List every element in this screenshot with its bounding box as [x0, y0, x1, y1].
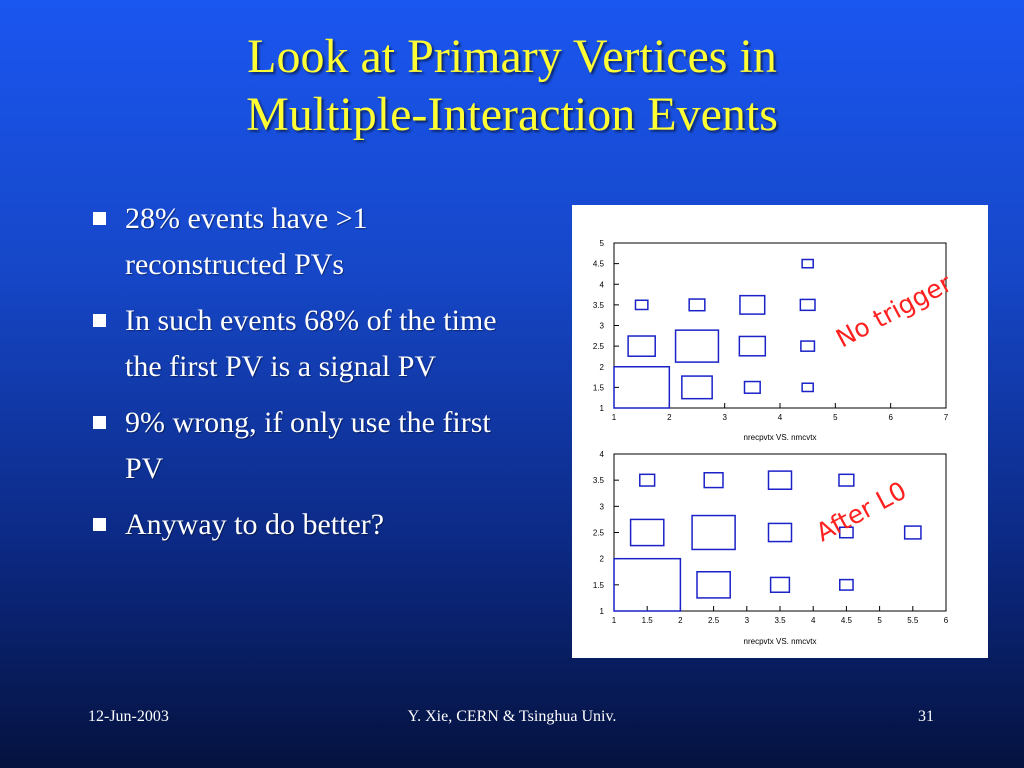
- y-tick-label: 5: [600, 239, 605, 248]
- histogram-bin: [627, 335, 656, 357]
- histogram-bin: [738, 335, 767, 357]
- histogram-bin: [839, 578, 854, 591]
- plot-condition-label: No trigger: [831, 268, 957, 353]
- y-tick-label: 3.5: [593, 301, 605, 310]
- x-tick-label: 1: [612, 616, 617, 625]
- footer-page-number: 31: [918, 708, 934, 725]
- x-tick-label: 3: [722, 413, 727, 422]
- y-tick-label: 4: [600, 280, 605, 289]
- slide-title-line-1: Look at Primary Vertices in: [247, 30, 777, 83]
- histogram-plots: 1 2 3 4 5 6 7 1 1.5 2 2.5 3 3.5 4 4.5 5 nrecpvtx VS. nmc…: [593, 239, 957, 646]
- histogram-panel: 1 2 3 4 5 6 7 1 1.5 2 2.5 3 3.5 4 4.5 5 nrecpvtx VS. nmc…: [572, 205, 988, 658]
- square-bullet-icon: [93, 212, 106, 225]
- y-tick-label: 1.5: [593, 581, 605, 590]
- bullet-text: 28% events have >1 reconstructed PVs: [125, 202, 368, 281]
- x-tick-label: 5: [833, 413, 838, 422]
- histogram-bin: [688, 298, 706, 312]
- y-tick-label: 1.5: [593, 383, 605, 392]
- x-tick-label: 7: [944, 413, 949, 422]
- histogram-bin: [799, 298, 816, 312]
- x-axis-title: nrecpvtx VS. nmcvtx: [744, 637, 817, 646]
- x-axis-title: nrecpvtx VS. nmcvtx: [744, 433, 817, 442]
- y-tick-label: 3: [600, 502, 605, 511]
- square-bullet-icon: [93, 314, 106, 327]
- histogram-bin: [838, 473, 855, 487]
- bullet-text: Anyway to do better?: [125, 508, 385, 541]
- y-tick-label: 2: [600, 555, 605, 564]
- x-tick-label: 4: [778, 413, 783, 422]
- x-tick-label: 4.5: [841, 616, 853, 625]
- histogram-bin: [739, 294, 766, 315]
- slide-title: Look at Primary Vertices in Multiple-Int…: [0, 28, 1024, 144]
- histogram-bin: [903, 525, 922, 540]
- histogram-bin: [681, 375, 713, 400]
- histogram-bin: [629, 518, 665, 547]
- histogram-bin: [743, 380, 761, 394]
- histogram-bin: [767, 522, 793, 543]
- bullet-list: 28% events have >1 reconstructed PVs In …: [88, 196, 508, 558]
- bullet-text: In such events 68% of the time the first…: [125, 304, 497, 383]
- bullet-item: 9% wrong, if only use the first PV: [88, 400, 508, 492]
- histogram-bin: [696, 571, 731, 599]
- plot-condition-label: After L0: [811, 476, 911, 548]
- histogram-bin: [769, 576, 791, 593]
- y-tick-label: 1: [600, 404, 605, 413]
- x-tick-label: 2.5: [708, 616, 720, 625]
- bullet-item: 28% events have >1 reconstructed PVs: [88, 196, 508, 288]
- histogram-bin: [801, 258, 814, 269]
- histogram-bin: [639, 473, 656, 487]
- histogram-bin: [634, 299, 649, 311]
- slide-title-line-2: Multiple-Interaction Events: [246, 88, 778, 141]
- histogram-bin: [767, 470, 793, 490]
- y-tick-label: 2.5: [593, 529, 605, 538]
- y-tick-label: 4: [600, 450, 605, 459]
- x-tick-label: 3: [745, 616, 750, 625]
- y-tick-label: 3.5: [593, 476, 605, 485]
- histogram-bin: [703, 472, 724, 489]
- x-tick-label: 4: [811, 616, 816, 625]
- histogram-bin: [613, 557, 682, 612]
- y-tick-label: 2.5: [593, 342, 605, 351]
- x-tick-label: 5: [877, 616, 882, 625]
- bullet-item: Anyway to do better?: [88, 502, 508, 548]
- x-tick-label: 1.5: [642, 616, 654, 625]
- x-tick-label: 2: [667, 413, 672, 422]
- histogram-bin: [613, 366, 671, 409]
- bullet-text: 9% wrong, if only use the first PV: [125, 406, 491, 485]
- histogram-bin: [800, 340, 816, 352]
- x-tick-label: 2: [678, 616, 683, 625]
- footer-author: Y. Xie, CERN & Tsinghua Univ.: [407, 708, 617, 725]
- y-tick-label: 1: [600, 607, 605, 616]
- y-tick-label: 3: [600, 322, 605, 331]
- footer-date: 12-Jun-2003: [88, 708, 169, 725]
- square-bullet-icon: [93, 416, 106, 429]
- x-tick-label: 5.5: [907, 616, 919, 625]
- x-tick-label: 6: [888, 413, 893, 422]
- bullet-item: In such events 68% of the time the first…: [88, 298, 508, 390]
- histogram-bin: [691, 514, 736, 551]
- histogram-bin: [839, 526, 854, 539]
- y-tick-label: 2: [600, 363, 605, 372]
- square-bullet-icon: [93, 518, 106, 531]
- y-tick-label: 4.5: [593, 260, 605, 269]
- histogram-bin: [801, 382, 814, 393]
- x-tick-label: 3.5: [774, 616, 786, 625]
- x-tick-label: 6: [944, 616, 949, 625]
- histogram-bin: [674, 329, 720, 363]
- x-tick-label: 1: [612, 413, 617, 422]
